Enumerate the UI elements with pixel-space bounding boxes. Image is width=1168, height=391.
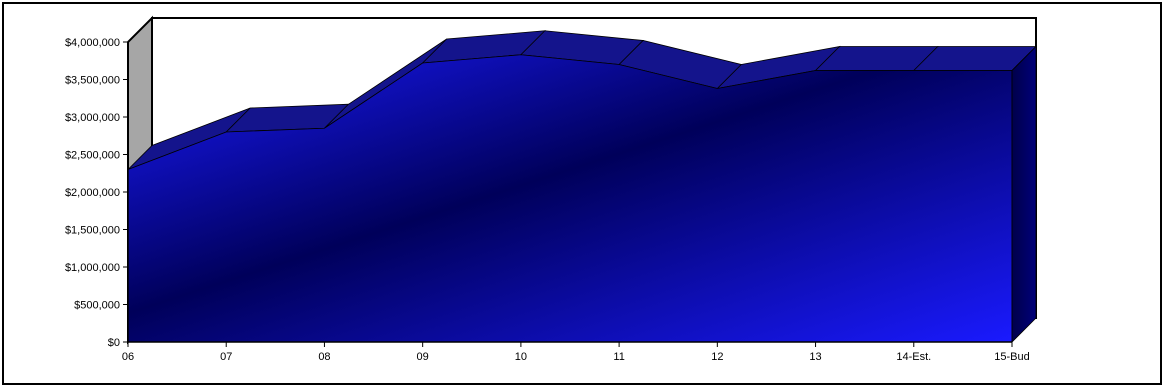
y-tick-label: $3,500,000 — [65, 75, 120, 87]
x-tick-label: 06 — [122, 351, 134, 363]
x-tick-label: 15-Bud — [994, 351, 1029, 363]
y-tick-label: $500,000 — [74, 300, 120, 312]
x-tick-label: 12 — [711, 351, 723, 363]
y-tick-label: $2,500,000 — [65, 150, 120, 162]
x-tick-label: 14-Est. — [896, 351, 931, 363]
x-axis-ticks: 06 07 08 09 10 11 12 13 14-Est. 15-Bud — [122, 342, 1030, 363]
x-tick-label: 10 — [515, 351, 527, 363]
x-tick-label: 11 — [613, 351, 624, 363]
x-tick-label: 13 — [809, 351, 821, 363]
y-tick-label: $4,000,000 — [65, 37, 120, 49]
x-tick-label: 08 — [318, 351, 330, 363]
y-tick-label: $0 — [108, 337, 120, 349]
y-tick-label: $1,000,000 — [65, 262, 120, 274]
y-axis-ticks: $0 $500,000 $1,000,000 $1,500,000 $2,000,000… — [65, 37, 128, 349]
x-tick-label: 09 — [417, 351, 429, 363]
x-tick-label: 07 — [220, 351, 232, 363]
area-front-face — [127, 45, 1037, 343]
area-side-face — [1011, 45, 1037, 343]
y-tick-label: $1,500,000 — [65, 225, 120, 237]
y-tick-label: $3,000,000 — [65, 112, 120, 124]
area-top-surface — [127, 30, 1037, 170]
y-tick-label: $2,000,000 — [65, 187, 120, 199]
